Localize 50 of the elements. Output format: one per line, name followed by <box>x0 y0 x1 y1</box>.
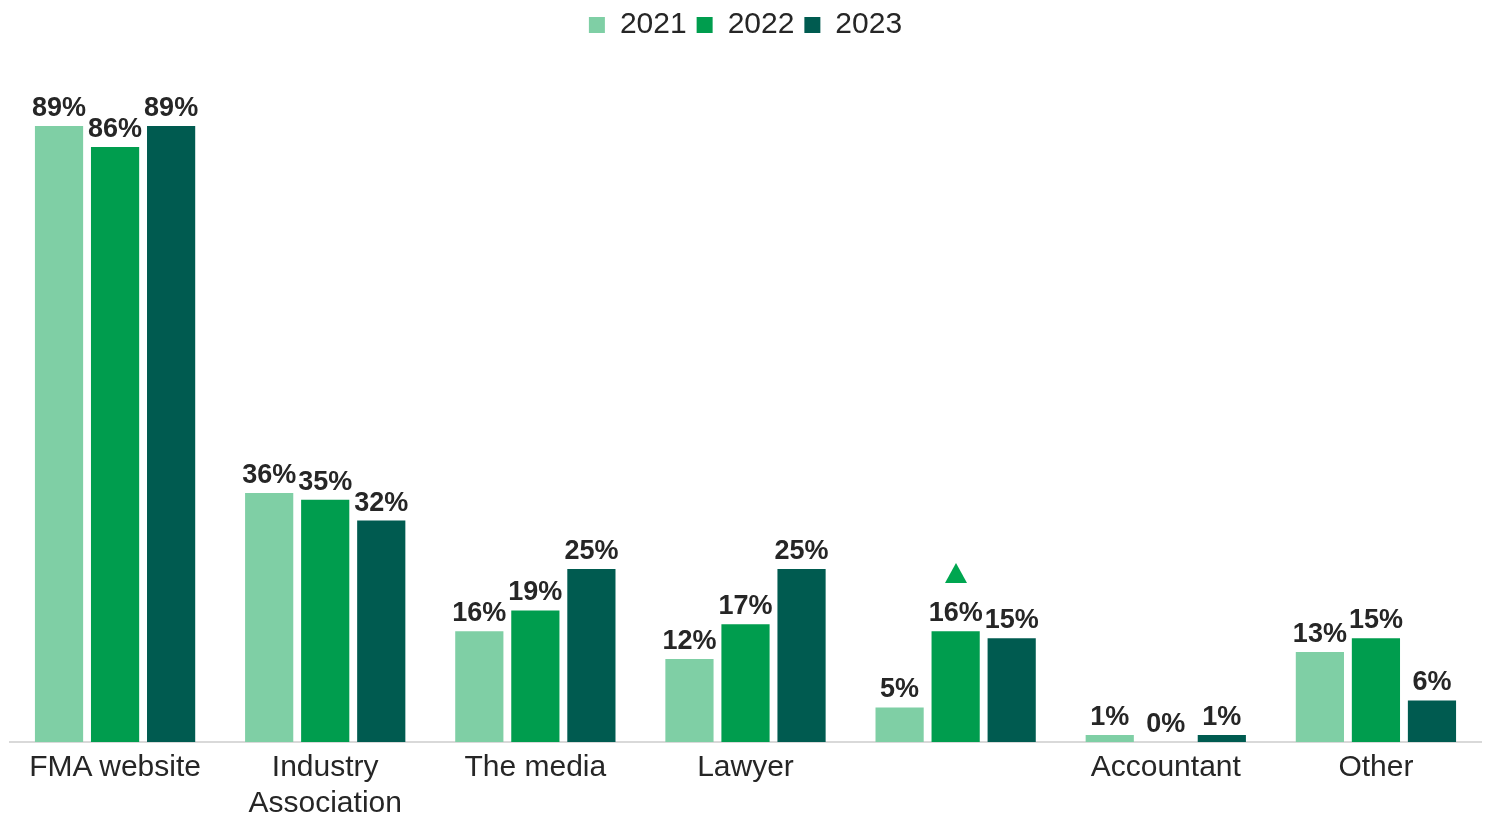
bar <box>511 610 560 742</box>
bar <box>357 520 406 742</box>
x-tick-label: The media <box>464 749 607 783</box>
data-label: 86% <box>88 112 143 143</box>
data-label: 16% <box>452 597 507 628</box>
bar <box>147 126 196 742</box>
data-label: 6% <box>1412 666 1452 697</box>
data-label: 19% <box>508 576 563 607</box>
bar <box>1197 735 1246 742</box>
data-label: 35% <box>298 465 353 496</box>
data-label: 13% <box>1292 617 1347 648</box>
data-label: 25% <box>564 534 619 565</box>
data-label: 36% <box>242 458 297 489</box>
bar <box>931 631 980 742</box>
bar <box>301 499 350 742</box>
data-label: 25% <box>774 534 829 565</box>
bar <box>567 569 616 742</box>
data-label: 12% <box>662 624 717 655</box>
bar <box>34 126 84 742</box>
data-label: 15% <box>1348 604 1403 635</box>
x-tick-label: FMA website <box>29 749 201 783</box>
data-label: 32% <box>354 486 409 517</box>
data-label: 5% <box>880 673 920 704</box>
bar <box>665 658 714 742</box>
bar <box>875 707 924 742</box>
bar <box>721 624 770 742</box>
x-tick-label: Industry Association <box>248 749 402 819</box>
bar <box>987 638 1036 742</box>
data-label: 16% <box>928 597 983 628</box>
data-label: 17% <box>718 590 773 621</box>
data-label: 15% <box>984 604 1039 635</box>
data-label: 0% <box>1146 707 1186 738</box>
bar <box>1407 700 1457 742</box>
data-label: 1% <box>1202 701 1242 732</box>
x-tick-label: Other <box>1338 749 1414 783</box>
legend-label: 2022 <box>727 6 795 40</box>
legend-label: 2023 <box>835 6 903 40</box>
legend-label: 2021 <box>619 6 687 40</box>
bar <box>777 569 826 742</box>
data-label: 89% <box>32 92 87 123</box>
x-tick-label: Accountant <box>1090 749 1242 783</box>
bar <box>455 631 504 742</box>
bar <box>245 492 294 742</box>
bar <box>1351 638 1401 742</box>
data-label: 1% <box>1090 701 1130 732</box>
bar <box>90 146 140 742</box>
bar <box>1295 652 1344 742</box>
data-label: 89% <box>144 92 199 123</box>
x-tick-label: Lawyer <box>697 749 794 783</box>
bar <box>1085 735 1134 742</box>
